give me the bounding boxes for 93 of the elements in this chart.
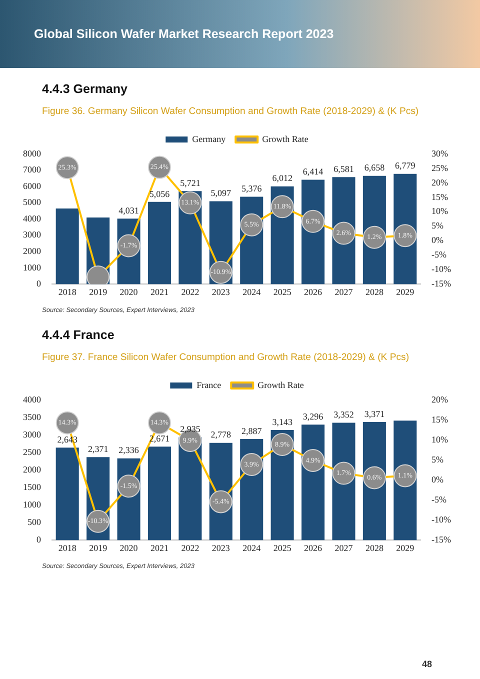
data-label: 3,371 [364, 408, 385, 419]
data-label: 3,143 [272, 416, 293, 427]
x-tick-label: 2027 [334, 542, 354, 553]
data-label: 6,012 [272, 173, 292, 184]
x-tick-label: 2019 [89, 286, 108, 297]
y2-tick-label: 10% [432, 206, 449, 216]
y2-tick-label: 10% [432, 434, 449, 444]
bar [56, 208, 79, 284]
data-label: 5,376 [241, 184, 262, 194]
y-tick-label: 2000 [23, 464, 42, 474]
y2-tick-label: 5% [432, 220, 444, 231]
x-tick-label: 2018 [58, 286, 77, 297]
y2-tick-label: 0% [432, 474, 444, 484]
x-tick-label: 2018 [58, 542, 77, 553]
y2-tick-label: -10% [432, 264, 452, 274]
x-tick-label: 2028 [365, 542, 384, 553]
y2-tick-label: -5% [432, 494, 448, 504]
bar [148, 446, 171, 540]
data-label: 3,296 [302, 412, 324, 422]
y2-tick-label: 20% [432, 394, 449, 404]
x-tick-label: 2023 [212, 542, 230, 553]
y-tick-label: 1000 [23, 262, 42, 272]
data-label: 5,056 [149, 188, 170, 199]
x-tick-label: 2025 [273, 286, 292, 297]
x-tick-label: 2023 [212, 286, 230, 297]
y-tick-label: 3500 [23, 412, 42, 422]
y-tick-label: 4000 [23, 213, 42, 224]
x-tick-label: 2026 [304, 286, 323, 297]
y2-tick-label: 15% [432, 192, 449, 202]
y2-tick-label: 5% [432, 454, 444, 464]
x-tick-label: 2019 [89, 542, 108, 553]
data-label: 2,935 [180, 424, 201, 434]
data-label: 2,778 [210, 430, 232, 440]
data-label: 3,352 [334, 410, 354, 420]
y2-tick-label: 30% [432, 148, 449, 158]
y-tick-label: 2000 [23, 246, 42, 256]
y2-tick-label: -15% [432, 278, 452, 289]
legend-label: France [196, 380, 222, 390]
data-label: 6,581 [334, 164, 354, 174]
data-label: 4,031 [118, 205, 139, 216]
x-tick-label: 2022 [181, 542, 200, 553]
y-tick-label: 0 [36, 278, 42, 289]
x-tick-label: 2020 [120, 542, 138, 553]
y-tick-label: 8000 [23, 148, 42, 158]
data-label: 2,371 [88, 444, 108, 454]
x-tick-label: 2021 [150, 286, 168, 297]
x-tick-label: 2025 [273, 542, 292, 553]
text: Global Silicon Wafer Market Research Report 2023 [0, 0, 480, 68]
legend-label: Germany [192, 134, 226, 144]
text: 4.4.3 Germany [42, 82, 128, 96]
y-tick-label: 6000 [23, 180, 42, 191]
x-tick-label: 2029 [396, 286, 415, 297]
y2-tick-label: -5% [432, 250, 448, 260]
y-tick-label: 0 [36, 534, 42, 545]
y2-tick-label: 15% [432, 414, 449, 424]
y-tick-label: 1000 [23, 500, 42, 510]
data-label: 6,779 [395, 160, 416, 171]
y-tick-label: 2500 [23, 446, 42, 457]
x-tick-label: 2024 [242, 286, 262, 297]
y2-tick-label: 20% [432, 177, 449, 188]
chart-title: Figure 36. Germany Silicon Wafer Consumption and Growth Rate (2018-2029) & (K Pcs) [42, 106, 420, 117]
x-tick-label: 2022 [181, 286, 200, 297]
bar [56, 448, 79, 540]
data-label: 6,414 [302, 166, 324, 177]
bar [148, 202, 171, 284]
y-tick-label: 1500 [23, 482, 42, 492]
x-tick-label: 2029 [396, 542, 415, 553]
x-tick-label: 2024 [242, 542, 262, 553]
y2-tick-label: 0% [432, 235, 444, 246]
x-tick-label: 2020 [120, 286, 138, 297]
x-tick-label: 2028 [365, 286, 384, 297]
y2-tick-label: -15% [432, 534, 452, 545]
x-tick-label: 2021 [150, 542, 168, 553]
data-label: 2,336 [118, 445, 140, 456]
y-tick-label: 3000 [23, 230, 42, 240]
data-label: 5,721 [180, 178, 200, 188]
data-label: 5,097 [210, 188, 232, 198]
y-tick-label: 5000 [23, 197, 42, 208]
data-label: 6,658 [364, 162, 386, 173]
y-tick-label: 4000 [23, 394, 42, 404]
x-tick-label: 2027 [334, 286, 354, 297]
text: 4.4.4 France [42, 328, 116, 342]
y2-tick-label: 25% [432, 162, 449, 173]
legend-label: Growth Rate [258, 380, 304, 390]
y-tick-label: 7000 [23, 164, 42, 175]
y2-tick-label: -10% [432, 514, 452, 525]
text: 48 [422, 659, 432, 669]
legend-label: Growth Rate [262, 134, 308, 144]
y-tick-label: 3000 [23, 429, 42, 440]
x-tick-label: 2026 [304, 542, 323, 553]
y-tick-label: 500 [28, 517, 42, 528]
data-label: 2,887 [241, 426, 262, 436]
chart-title: Figure 37. France Silicon Wafer Consumption and Growth Rate (2018-2029) & (K Pcs) [42, 352, 410, 363]
